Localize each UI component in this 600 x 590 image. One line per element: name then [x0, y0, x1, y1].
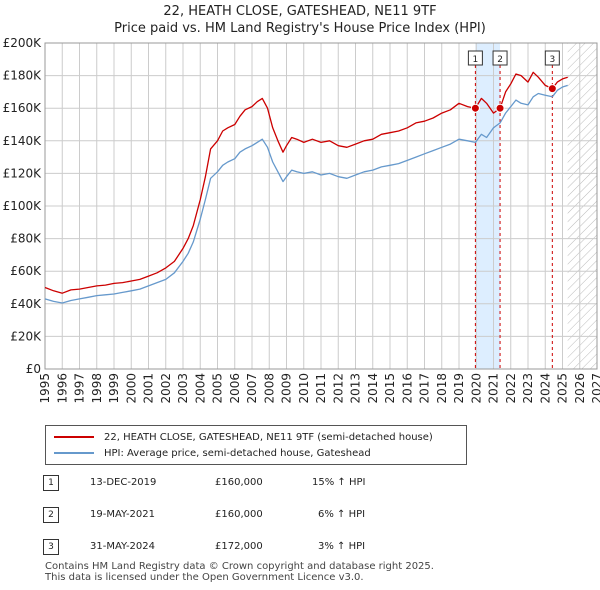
- y-tick-label: £60K: [10, 264, 42, 278]
- x-tick-label: 2024: [538, 373, 552, 404]
- x-tick-label: 2008: [262, 373, 276, 404]
- transaction-row: 3 31-MAY-2024 £172,000 3% ↑ HPI: [0, 539, 600, 559]
- footer-copyright: Contains HM Land Registry data © Crown c…: [45, 561, 434, 572]
- x-tick-label: 1995: [38, 373, 52, 404]
- transaction-point: [547, 84, 557, 94]
- transaction-price: £160,000: [215, 509, 263, 520]
- x-tick-label: 2004: [193, 373, 207, 404]
- legend-hpi: HPI: Average price, semi-detached house,…: [54, 445, 371, 461]
- x-tick-label: 2017: [418, 373, 432, 404]
- price-chart: £0 £20K £40K £60K £80K £100K £120K £140K £160K £1…: [3, 36, 600, 404]
- x-tick-label: 2022: [504, 373, 518, 404]
- transaction-price: £160,000: [215, 477, 263, 488]
- y-tick-label: £180K: [3, 69, 43, 83]
- x-tick-label: 2000: [124, 373, 138, 404]
- footer: Contains HM Land Registry data © Crown c…: [45, 561, 434, 583]
- y-tick-label: £160K: [3, 101, 43, 115]
- legend-price: 22, HEATH CLOSE, GATESHEAD, NE11 9TF (se…: [54, 429, 433, 445]
- x-tick-label: 2002: [159, 373, 173, 404]
- x-tick-label: 2005: [211, 373, 225, 404]
- x-tick-label: 2019: [452, 373, 466, 404]
- chart-subtitle: Price paid vs. HM Land Registry's House …: [114, 21, 486, 36]
- x-tick-label: 2027: [590, 373, 600, 404]
- x-tick-label: 1996: [55, 373, 69, 404]
- transaction-row: 2 19-MAY-2021 £160,000 6% ↑ HPI: [0, 507, 600, 527]
- x-tick-label: 2013: [349, 373, 363, 404]
- transaction-date: 13-DEC-2019: [90, 477, 157, 488]
- transaction-point: [470, 103, 480, 113]
- x-tick-label: 2014: [366, 373, 380, 404]
- plot-border: [44, 42, 598, 370]
- x-tick-label: 2009: [280, 373, 294, 404]
- y-tick-label: £80K: [10, 232, 42, 246]
- x-tick-label: 2021: [487, 373, 501, 404]
- x-tick-label: 1999: [107, 373, 121, 404]
- legend-price-swatch: [54, 436, 94, 438]
- x-tick-label: 2018: [435, 373, 449, 404]
- transaction-hpi-delta: 3% ↑ HPI: [318, 541, 366, 552]
- y-tick-label: £200K: [3, 36, 43, 50]
- x-tick-label: 2007: [245, 373, 259, 404]
- transaction-hpi-delta: 15% ↑ HPI: [312, 477, 366, 488]
- hpi-line: [44, 84, 568, 304]
- transaction-number-label: 2: [497, 55, 503, 65]
- transaction-number-box: [467, 50, 483, 66]
- x-tick-label: 2026: [573, 373, 587, 404]
- x-tick-label: 2025: [556, 373, 570, 404]
- y-tick-label: £100K: [3, 199, 43, 213]
- transaction-date: 19-MAY-2021: [90, 509, 156, 520]
- transaction-hpi-delta: 6% ↑ HPI: [318, 509, 366, 520]
- transaction-date: 31-MAY-2024: [90, 541, 156, 552]
- transaction-number-label: 1: [473, 55, 479, 65]
- x-tick-label: 2006: [228, 373, 242, 404]
- x-tick-label: 1997: [73, 373, 87, 404]
- x-tick-label: 2010: [297, 373, 311, 404]
- transaction-marker: 1: [43, 475, 59, 491]
- x-tick-label: 2023: [521, 373, 535, 404]
- x-tick-label: 2016: [400, 373, 414, 404]
- x-tick-label: 2001: [142, 373, 156, 404]
- transaction-point: [495, 103, 505, 113]
- y-tick-label: £120K: [3, 166, 43, 180]
- legend-price-label: 22, HEATH CLOSE, GATESHEAD, NE11 9TF (se…: [104, 431, 433, 443]
- x-tick-label: 2011: [314, 373, 328, 404]
- x-tick-label: 2015: [383, 373, 397, 404]
- y-tick-label: £0: [26, 362, 41, 376]
- transaction-marker: 2: [43, 507, 59, 523]
- x-tick-label: 1998: [90, 373, 104, 404]
- legend-hpi-swatch: [54, 452, 94, 454]
- footer-licence: This data is licensed under the Open Gov…: [45, 572, 364, 583]
- legend: 22, HEATH CLOSE, GATESHEAD, NE11 9TF (se…: [45, 425, 467, 465]
- transaction-price: £172,000: [215, 541, 263, 552]
- y-tick-label: £20K: [10, 329, 42, 343]
- transaction-number-box: [544, 50, 560, 66]
- transaction-number-label: 3: [549, 55, 555, 65]
- x-tick-label: 2012: [331, 373, 345, 404]
- y-tick-label: £40K: [10, 297, 42, 311]
- transaction-row: 1 13-DEC-2019 £160,000 15% ↑ HPI: [0, 475, 600, 495]
- transaction-number-box: [492, 50, 508, 66]
- y-tick-label: £140K: [3, 134, 43, 148]
- x-tick-label: 2003: [176, 373, 190, 404]
- legend-hpi-label: HPI: Average price, semi-detached house,…: [104, 447, 371, 459]
- chart-title: 22, HEATH CLOSE, GATESHEAD, NE11 9TF: [163, 4, 437, 19]
- x-tick-label: 2020: [469, 373, 483, 404]
- transaction-marker: 3: [43, 539, 59, 555]
